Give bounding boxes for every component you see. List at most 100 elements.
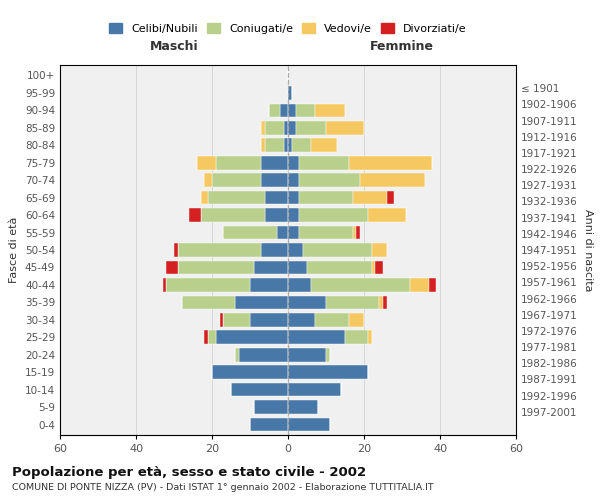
Bar <box>288 330 345 344</box>
Bar <box>288 191 299 204</box>
Bar <box>288 366 368 379</box>
Bar <box>349 313 364 326</box>
Bar <box>212 366 288 379</box>
Bar <box>299 156 349 170</box>
Legend: Celibi/Nubili, Coniugati/e, Vedovi/e, Divorziati/e: Celibi/Nubili, Coniugati/e, Vedovi/e, Di… <box>105 19 471 38</box>
Bar <box>288 348 326 362</box>
Bar <box>182 296 235 309</box>
Bar <box>288 208 299 222</box>
Bar <box>371 260 376 274</box>
Bar <box>197 156 216 170</box>
Bar <box>379 296 383 309</box>
Bar <box>288 104 296 117</box>
Bar <box>200 191 208 204</box>
Bar <box>288 174 299 187</box>
Bar <box>223 313 250 326</box>
Bar <box>284 121 288 134</box>
Bar <box>166 260 178 274</box>
Bar <box>288 313 314 326</box>
Bar <box>326 296 379 309</box>
Bar <box>288 138 292 152</box>
Bar <box>216 156 262 170</box>
Bar <box>410 278 428 291</box>
Bar <box>231 383 288 396</box>
Bar <box>299 174 360 187</box>
Text: Femmine: Femmine <box>370 40 434 53</box>
Bar <box>368 330 371 344</box>
Bar <box>265 138 284 152</box>
Bar <box>368 208 406 222</box>
Bar <box>314 104 345 117</box>
Text: Maschi: Maschi <box>149 40 199 53</box>
Bar <box>288 400 319 414</box>
Bar <box>288 418 330 432</box>
Bar <box>371 243 387 257</box>
Bar <box>205 174 212 187</box>
Bar <box>288 86 292 100</box>
Bar <box>262 174 288 187</box>
Bar <box>288 278 311 291</box>
Bar <box>189 208 200 222</box>
Bar <box>174 243 178 257</box>
Bar <box>303 243 371 257</box>
Bar <box>280 104 288 117</box>
Text: Popolazione per età, sesso e stato civile - 2002: Popolazione per età, sesso e stato civil… <box>12 466 366 479</box>
Bar <box>262 243 288 257</box>
Bar <box>265 191 288 204</box>
Y-axis label: Fasce di età: Fasce di età <box>10 217 19 283</box>
Bar <box>326 348 330 362</box>
Bar <box>200 208 265 222</box>
Bar <box>296 121 326 134</box>
Bar <box>178 243 262 257</box>
Bar <box>349 156 433 170</box>
Bar <box>326 121 364 134</box>
Bar <box>250 418 288 432</box>
Bar <box>223 226 277 239</box>
Bar <box>311 138 337 152</box>
Bar <box>288 296 326 309</box>
Bar <box>288 243 303 257</box>
Bar <box>383 296 387 309</box>
Bar <box>296 104 314 117</box>
Bar <box>269 104 280 117</box>
Bar <box>254 260 288 274</box>
Bar <box>299 191 353 204</box>
Bar <box>262 121 265 134</box>
Bar <box>292 138 311 152</box>
Text: COMUNE DI PONTE NIZZA (PV) - Dati ISTAT 1° gennaio 2002 - Elaborazione TUTTITALI: COMUNE DI PONTE NIZZA (PV) - Dati ISTAT … <box>12 484 434 492</box>
Bar <box>311 278 410 291</box>
Bar <box>307 260 371 274</box>
Bar <box>353 191 387 204</box>
Bar <box>288 156 299 170</box>
Bar <box>288 260 307 274</box>
Y-axis label: Anni di nascita: Anni di nascita <box>583 209 593 291</box>
Bar <box>277 226 288 239</box>
Bar <box>262 138 265 152</box>
Bar <box>356 226 360 239</box>
Bar <box>205 330 208 344</box>
Bar <box>299 226 353 239</box>
Bar <box>235 296 288 309</box>
Bar <box>212 174 262 187</box>
Bar <box>178 260 254 274</box>
Bar <box>360 174 425 187</box>
Bar <box>288 226 299 239</box>
Bar <box>208 330 216 344</box>
Bar <box>262 156 288 170</box>
Bar <box>265 121 284 134</box>
Bar <box>288 383 341 396</box>
Bar <box>314 313 349 326</box>
Bar <box>376 260 383 274</box>
Bar <box>250 278 288 291</box>
Bar <box>163 278 166 291</box>
Bar <box>265 208 288 222</box>
Bar <box>284 138 288 152</box>
Bar <box>166 278 250 291</box>
Bar <box>288 121 296 134</box>
Bar <box>208 191 265 204</box>
Bar <box>250 313 288 326</box>
Bar <box>220 313 223 326</box>
Bar <box>254 400 288 414</box>
Bar <box>387 191 394 204</box>
Bar <box>235 348 239 362</box>
